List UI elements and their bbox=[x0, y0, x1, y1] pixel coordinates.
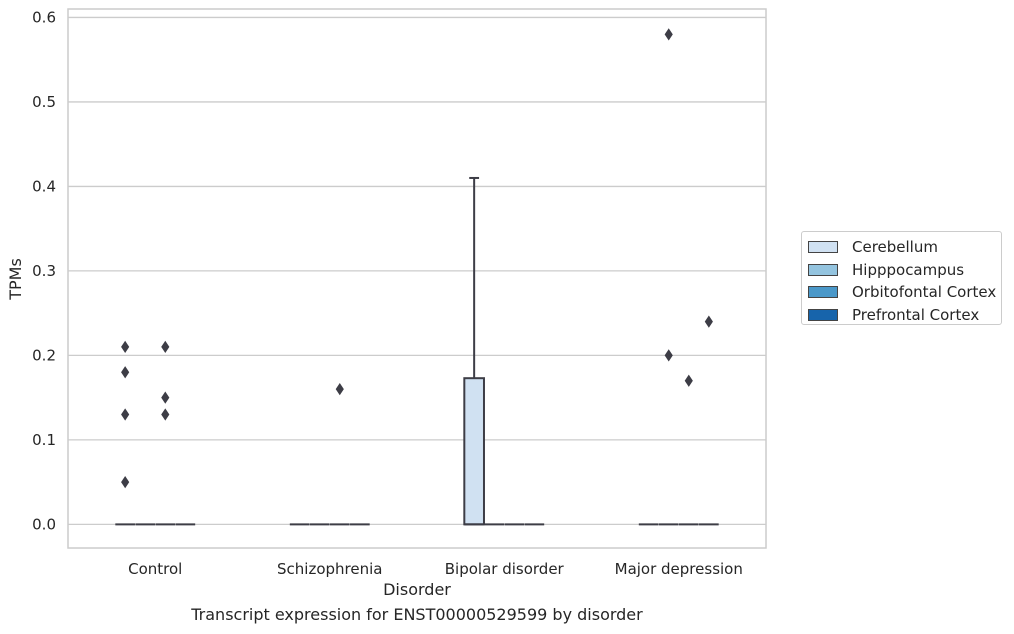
y-tick-label: 0.5 bbox=[32, 93, 56, 111]
legend: Cerebellum Hipppocampus Orbitofontal Cor… bbox=[801, 231, 1002, 325]
outlier-point bbox=[664, 28, 673, 41]
legend-item-orbitofrontal-cortex: Orbitofontal Cortex bbox=[808, 281, 1001, 304]
outlier-point bbox=[121, 408, 130, 421]
y-tick-label: 0.6 bbox=[32, 8, 56, 26]
outlier-point bbox=[161, 340, 170, 354]
legend-label-cerebellum: Cerebellum bbox=[852, 238, 938, 257]
legend-swatch-hippocampus bbox=[808, 263, 838, 276]
y-tick-label: 0.0 bbox=[32, 515, 56, 533]
legend-item-cerebellum: Cerebellum bbox=[808, 236, 1001, 259]
outlier-point bbox=[161, 408, 170, 421]
y-tick-label: 0.4 bbox=[32, 177, 56, 195]
grid-lines bbox=[68, 16, 766, 525]
x-tick-labels: Control Schizophrenia Bipolar disorder Majo… bbox=[128, 560, 743, 578]
legend-swatch-cerebellum bbox=[808, 241, 838, 254]
y-tick-label: 0.2 bbox=[32, 346, 56, 364]
chart-caption: Transcript expression for ENST0000052959… bbox=[191, 605, 643, 624]
x-tick-label: Schizophrenia bbox=[277, 560, 382, 578]
outlier-point bbox=[704, 315, 713, 328]
legend-item-prefrontal-cortex: Prefrontal Cortex bbox=[808, 304, 1001, 327]
box-marks bbox=[115, 176, 719, 526]
y-axis-label: TPMs bbox=[6, 258, 25, 301]
legend-label-prefrontal-cortex: Prefrontal Cortex bbox=[852, 305, 980, 324]
x-tick-label: Control bbox=[128, 560, 182, 578]
outlier-point bbox=[335, 383, 344, 396]
x-tick-label: Bipolar disorder bbox=[445, 560, 565, 578]
x-axis-label: Disorder bbox=[383, 580, 451, 599]
legend-label-orbitofrontal-cortex: Orbitofontal Cortex bbox=[852, 283, 997, 302]
legend-swatch-prefrontal-cortex bbox=[808, 308, 838, 321]
outlier-point bbox=[121, 475, 130, 489]
y-tick-label: 0.3 bbox=[32, 262, 56, 280]
legend-label-hippocampus: Hipppocampus bbox=[852, 260, 965, 279]
outlier-point bbox=[121, 340, 130, 354]
y-tick-labels: 0.0 0.1 0.2 0.3 0.4 0.5 0.6 bbox=[32, 8, 56, 533]
legend-swatch-orbitofrontal-cortex bbox=[808, 286, 838, 299]
outlier-point bbox=[684, 374, 693, 387]
box-body bbox=[463, 377, 485, 526]
plot-frame bbox=[67, 8, 767, 549]
y-tick-label: 0.1 bbox=[32, 431, 56, 449]
box-bipolar-disorder-cerebellum bbox=[463, 176, 485, 526]
outlier-marks bbox=[121, 28, 713, 489]
legend-item-hippocampus: Hipppocampus bbox=[808, 259, 1001, 282]
x-tick-label: Major depression bbox=[615, 560, 743, 578]
outlier-point bbox=[161, 391, 170, 404]
outlier-point bbox=[664, 349, 673, 362]
outlier-point bbox=[121, 366, 130, 379]
